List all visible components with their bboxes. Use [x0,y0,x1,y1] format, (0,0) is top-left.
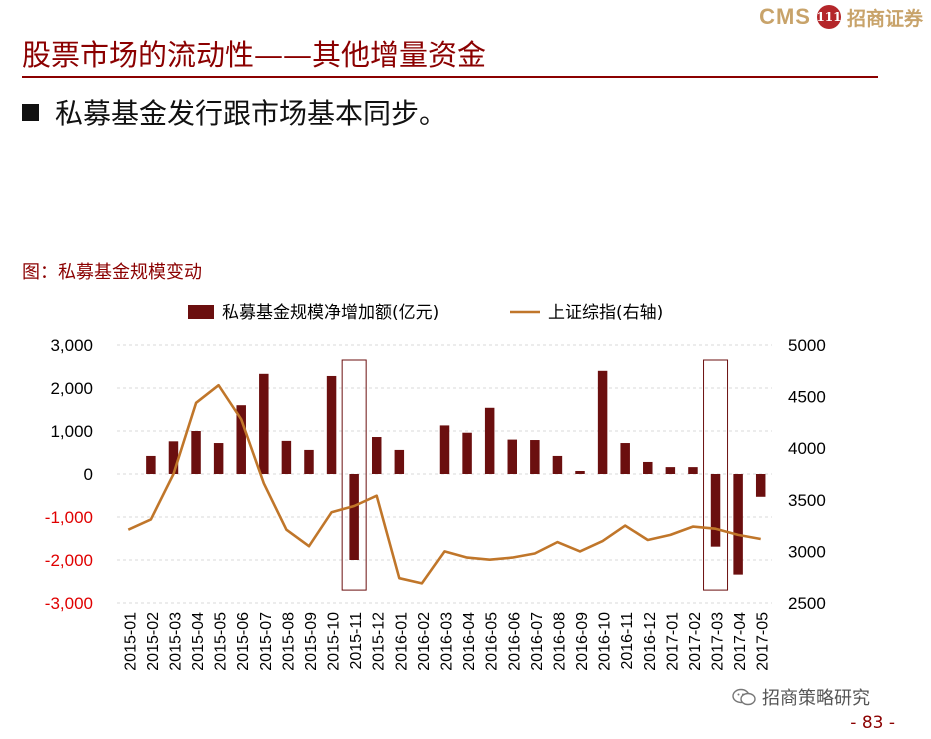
title-divider [22,76,878,78]
y-right-tick-label: 4000 [788,439,826,458]
x-tick-label: 2017-01 [664,612,681,671]
bar [236,405,246,474]
x-tick-label: 2016-11 [619,612,636,670]
y-right-tick-label: 3000 [788,542,826,561]
x-tick-label: 2015-01 [122,612,139,671]
x-tick-label: 2016-04 [461,612,478,671]
bar [507,439,518,474]
x-tick-label: 2016-08 [551,612,568,671]
bar [281,440,292,474]
bar [755,474,766,497]
bar [191,431,201,474]
x-tick-label: 2015-05 [213,612,230,671]
bar [462,432,472,474]
bar [259,373,269,474]
y-right-tick-label: 2500 [788,594,826,613]
x-tick-label: 2015-06 [235,612,252,671]
bar [530,440,540,474]
bar [146,455,156,474]
x-tick-label: 2015-09 [303,612,320,671]
y-right-tick-label: 5000 [788,336,826,355]
x-tick-label: 2016-10 [597,612,614,671]
x-tick-label: 2016-01 [393,612,410,671]
x-tick-label: 2017-04 [732,612,749,671]
cms-logo: CMS 111 招商证券 [759,2,923,32]
bar [643,461,653,474]
x-tick-label: 2016-06 [506,612,523,671]
bullet-point: 私募基金发行跟市场基本同步。 [22,92,447,132]
bar [349,474,359,560]
x-tick-label: 2015-04 [190,612,207,671]
legend-bar-label: 私募基金规模净增加额(亿元) [222,303,439,323]
watermark-text: 招商策略研究 [762,688,870,709]
x-tick-label: 2017-05 [755,612,772,671]
x-tick-label: 2015-03 [167,612,184,671]
x-tick-label: 2016-05 [484,612,501,671]
legend-bar-swatch [188,305,214,319]
y-left-tick-label: -1,000 [45,508,93,527]
bar [439,425,450,474]
x-tick-label: 2017-03 [710,612,727,671]
x-tick-label: 2015-12 [371,612,388,671]
y-left-tick-label: 0 [84,465,93,484]
x-tick-label: 2017-02 [687,612,704,671]
bar [620,443,630,474]
x-tick-label: 2016-09 [574,612,591,671]
y-left-tick-label: 3,000 [50,336,93,355]
chart-caption: 图：私募基金规模变动 [22,262,202,283]
slide-title: 股票市场的流动性——其他增量资金 [22,38,487,72]
bar [484,407,495,474]
bar [304,449,314,474]
x-tick-label: 2015-02 [145,612,162,671]
square-bullet-icon [22,103,39,121]
x-tick-label: 2016-03 [439,612,456,671]
wechat-icon [732,688,756,706]
bar [688,467,698,474]
legend-line-label: 上证综指(右轴) [548,303,663,323]
y-left-tick-label: 1,000 [50,422,93,441]
bar [371,437,382,474]
highlight-box [341,359,367,591]
bar [168,441,179,474]
y-left-tick-label: -2,000 [45,551,93,570]
x-tick-label: 2015-07 [258,612,275,671]
bar [213,443,224,474]
x-tick-label: 2016-02 [416,612,433,671]
logo-badge-icon: 111 [816,5,842,29]
x-tick-label: 2016-12 [642,612,659,671]
x-tick-label: 2015-11 [348,612,365,670]
x-tick-label: 2015-10 [326,612,343,671]
x-tick-label: 2016-07 [529,612,546,671]
bar [575,470,585,474]
wechat-watermark: 招商策略研究 [732,684,870,710]
bar [710,474,721,547]
logo-cms-text: CMS [759,4,811,29]
highlight-box [703,359,729,591]
x-tick-label: 2015-08 [280,612,297,671]
y-right-tick-label: 4500 [788,388,826,407]
bar [394,449,405,474]
bar [552,455,563,474]
bar [597,370,608,474]
bullet-text: 私募基金发行跟市场基本同步。 [55,97,448,130]
y-right-tick-label: 3500 [788,491,826,510]
y-left-tick-label: 2,000 [50,379,93,398]
index-line [127,383,761,585]
bar [733,474,743,575]
page-number: - 83 - [850,713,895,733]
bar [326,375,337,474]
bar [665,467,676,474]
logo-brand-text: 招商证券 [846,7,923,30]
y-left-tick-label: -3,000 [45,594,93,613]
